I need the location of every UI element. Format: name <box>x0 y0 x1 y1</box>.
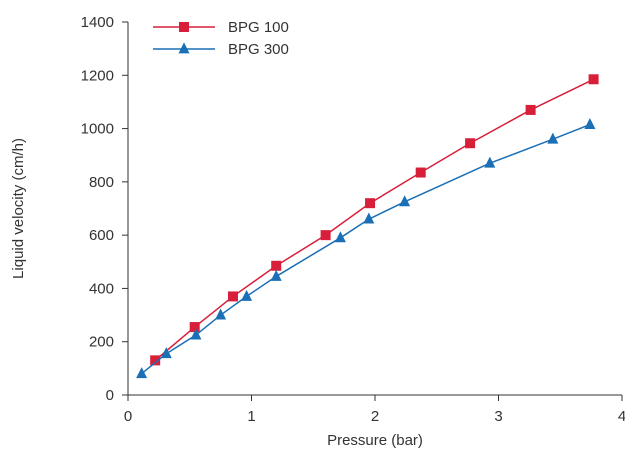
data-point <box>215 308 227 320</box>
data-point <box>227 291 238 302</box>
axes <box>127 22 622 396</box>
y-tick-label: 1200 <box>81 67 114 84</box>
data-point <box>241 289 253 301</box>
y-tick-label: 1000 <box>81 121 114 138</box>
data-point <box>270 269 282 281</box>
x-axis-ticks: 0 1 2 3 4 <box>124 395 625 425</box>
legend: BPG 100 BPG 300 <box>153 19 289 58</box>
series-line <box>141 123 591 375</box>
series-line <box>154 78 594 361</box>
data-point <box>525 104 536 115</box>
data-point <box>334 231 346 243</box>
series-1 <box>136 117 596 379</box>
y-tick-label: 200 <box>89 334 114 351</box>
y-tick-label: 1400 <box>81 14 114 31</box>
data-point <box>363 212 375 224</box>
legend-marker <box>178 42 190 54</box>
data-point <box>271 260 282 271</box>
legend-marker <box>179 22 189 32</box>
data-point <box>160 347 172 359</box>
data-point <box>189 322 200 333</box>
y-tick-label: 400 <box>89 280 114 297</box>
data-point <box>365 198 376 209</box>
x-tick-label: 1 <box>247 408 255 425</box>
x-tick-label: 4 <box>618 408 625 425</box>
x-tick-label: 0 <box>124 408 132 425</box>
x-tick-label: 2 <box>371 408 379 425</box>
data-point <box>399 195 411 207</box>
y-tick-label: 600 <box>89 227 114 244</box>
data-point <box>190 328 202 340</box>
data-point <box>150 355 161 366</box>
data-point <box>547 132 559 144</box>
x-axis-title: Pressure (bar) <box>327 432 423 449</box>
x-tick-label: 3 <box>494 408 502 425</box>
legend-item: BPG 300 <box>153 41 289 58</box>
data-point <box>584 117 596 129</box>
y-axis-title: Liquid velocity (cm/h) <box>10 138 27 279</box>
data-point <box>320 230 331 241</box>
data-point <box>465 138 476 149</box>
y-tick-label: 0 <box>106 387 114 404</box>
series-layer <box>136 74 599 379</box>
legend-label: BPG 300 <box>228 41 289 58</box>
data-point <box>136 367 148 379</box>
legend-label: BPG 100 <box>228 19 289 36</box>
data-point <box>484 156 496 168</box>
y-tick-label: 800 <box>89 174 114 191</box>
data-point <box>415 167 426 178</box>
y-axis-ticks: 0 200 400 600 800 1000 1200 1400 <box>81 14 128 404</box>
data-point <box>588 74 599 85</box>
legend-item: BPG 100 <box>153 19 289 36</box>
series-0 <box>150 74 599 366</box>
